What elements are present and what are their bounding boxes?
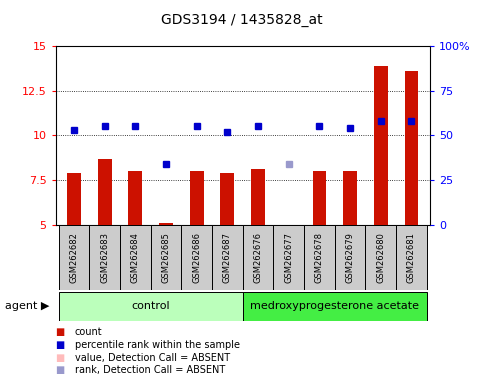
Bar [58,292,243,321]
Text: GSM262687: GSM262687 [223,232,232,283]
Bar [128,171,142,225]
Bar [343,171,357,225]
Bar [190,171,204,225]
Bar [313,171,327,225]
Bar [304,225,335,290]
Text: ■: ■ [56,353,65,362]
Text: GSM262678: GSM262678 [315,232,324,283]
Bar [98,159,112,225]
Bar [374,66,388,225]
Bar [58,225,89,290]
Text: value, Detection Call = ABSENT: value, Detection Call = ABSENT [75,353,230,362]
Bar [67,173,81,225]
Text: GSM262676: GSM262676 [254,232,263,283]
Text: ■: ■ [56,365,65,375]
Bar [396,225,427,290]
Bar [159,223,173,225]
Text: GSM262680: GSM262680 [376,232,385,283]
Text: GSM262685: GSM262685 [161,232,170,283]
Bar [212,225,243,290]
Text: count: count [75,327,102,337]
Text: GSM262683: GSM262683 [100,232,109,283]
Bar [366,225,396,290]
Text: agent ▶: agent ▶ [5,301,49,311]
Text: ■: ■ [56,327,65,337]
Bar [220,173,234,225]
Bar [251,169,265,225]
Bar [243,292,427,321]
Text: percentile rank within the sample: percentile rank within the sample [75,340,240,350]
Text: GSM262679: GSM262679 [346,232,355,283]
Text: GSM262682: GSM262682 [70,232,78,283]
Text: GDS3194 / 1435828_at: GDS3194 / 1435828_at [161,13,322,27]
Text: rank, Detection Call = ABSENT: rank, Detection Call = ABSENT [75,365,225,375]
Bar [243,225,273,290]
Bar [181,225,212,290]
Text: GSM262686: GSM262686 [192,232,201,283]
Text: medroxyprogesterone acetate: medroxyprogesterone acetate [250,301,419,311]
Bar [405,71,418,225]
Bar [335,225,366,290]
Text: GSM262677: GSM262677 [284,232,293,283]
Bar [151,225,181,290]
Bar [89,225,120,290]
Text: control: control [131,301,170,311]
Text: GSM262684: GSM262684 [131,232,140,283]
Bar [120,225,151,290]
Text: GSM262681: GSM262681 [407,232,416,283]
Bar [273,225,304,290]
Text: ■: ■ [56,340,65,350]
